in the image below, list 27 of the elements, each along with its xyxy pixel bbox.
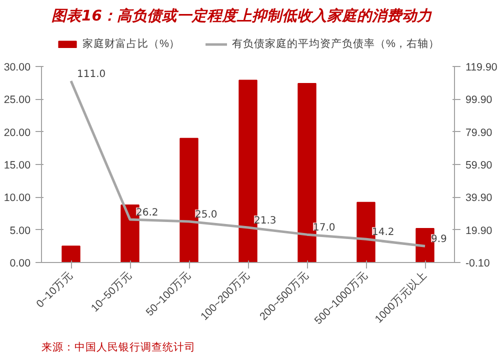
data-label: 9.9: [431, 234, 447, 246]
y-tick-label: 20.00: [4, 126, 31, 139]
data-label: 17.0: [313, 222, 336, 234]
y2-tick-label: 59.90: [466, 160, 492, 172]
data-label: 111.0: [77, 69, 106, 80]
line-series: [70, 80, 426, 248]
y-tick-label: 10.00: [4, 192, 31, 204]
y-tick-label: 25.00: [4, 94, 31, 106]
source-note: 来源：中国人民银行调查统计司: [42, 340, 196, 354]
y2-tick-label: 99.90: [466, 94, 492, 106]
bar: [62, 246, 80, 262]
chart-title: 图表16：高负债或一定程度上抑制低收入家庭的消费动力: [52, 8, 432, 24]
legend-label: 有负债家庭的平均资产负债率（%，右轴）: [232, 36, 440, 50]
y2-tick-label: 39.90: [466, 192, 492, 204]
data-label: 21.3: [254, 216, 276, 227]
y-tick-label: 5.00: [10, 224, 31, 237]
y-tick-label: 15.00: [4, 160, 31, 172]
y2-tick-label: 119.90: [466, 62, 498, 74]
y-tick-label: 30.00: [4, 62, 31, 74]
data-label: 14.2: [372, 227, 394, 238]
data-label: 25.0: [195, 210, 218, 221]
data-label: 26.2: [136, 208, 158, 219]
legend-label: 家庭财富占比（%）: [82, 36, 180, 50]
y2-tick-label: 19.90: [466, 224, 492, 237]
y-tick-label: 0.00: [10, 258, 31, 270]
y2-tick-label: 79.90: [466, 126, 492, 139]
y2-tick-label: -0.10: [466, 258, 490, 270]
